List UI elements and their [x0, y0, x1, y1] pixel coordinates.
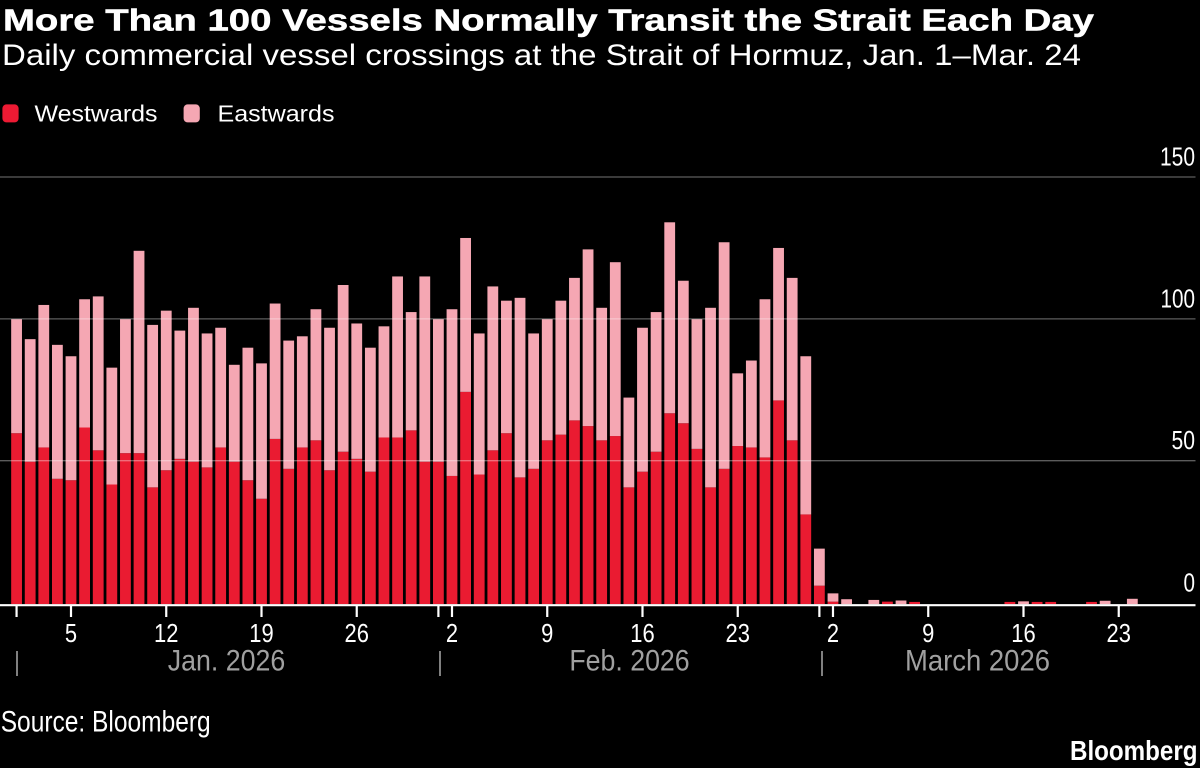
svg-text:5: 5 [65, 618, 77, 648]
svg-text:2: 2 [827, 618, 839, 648]
svg-text:0: 0 [1184, 568, 1196, 598]
svg-text:Feb. 2026: Feb. 2026 [569, 645, 689, 678]
svg-text:100: 100 [1161, 283, 1196, 313]
svg-text:Jan. 2026: Jan. 2026 [168, 645, 286, 678]
svg-text:Westwards: Westwards [35, 101, 158, 127]
svg-text:Daily commercial vessel crossi: Daily commercial vessel crossings at the… [2, 39, 1081, 72]
svg-text:9: 9 [541, 618, 553, 648]
svg-text:2: 2 [446, 618, 458, 648]
svg-text:23: 23 [726, 618, 750, 648]
svg-text:Source: Bloomberg: Source: Bloomberg [1, 706, 211, 739]
svg-text:March 2026: March 2026 [905, 645, 1050, 678]
svg-text:26: 26 [345, 618, 369, 648]
svg-text:Eastwards: Eastwards [218, 101, 335, 127]
svg-text:More Than 100 Vessels Normally: More Than 100 Vessels Normally Transit t… [3, 2, 1095, 37]
svg-text:Bloomberg: Bloomberg [1070, 735, 1198, 766]
svg-text:16: 16 [630, 618, 654, 648]
svg-text:23: 23 [1107, 618, 1131, 648]
svg-text:16: 16 [1011, 618, 1035, 648]
svg-text:12: 12 [154, 618, 178, 648]
svg-text:150: 150 [1160, 142, 1195, 172]
svg-text:9: 9 [922, 618, 934, 648]
svg-text:50: 50 [1172, 425, 1196, 455]
svg-text:19: 19 [249, 618, 273, 648]
